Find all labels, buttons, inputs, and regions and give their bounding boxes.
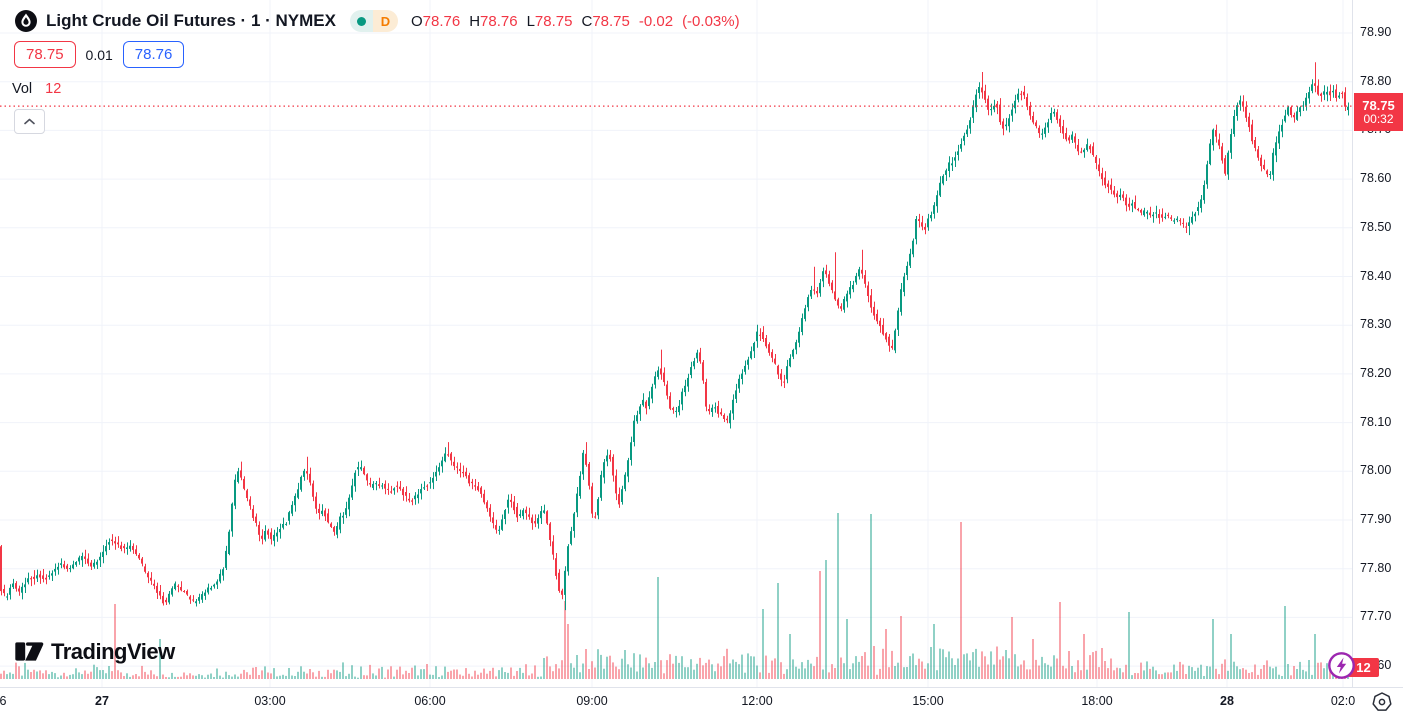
price-axis-label: 78.10 [1360,414,1392,429]
time-axis-label: 12:00 [741,694,773,708]
oil-drop-logo-icon [15,10,37,32]
volume-label: Vol [12,81,33,97]
market-status-pill[interactable]: D [349,10,398,32]
time-axis-label: 06:00 [414,694,446,708]
price-axis-label: 78.50 [1360,219,1392,234]
price-axis-label: 78.20 [1360,365,1392,380]
high-value: 78.76 [480,12,518,30]
low-value: 78.75 [534,12,573,30]
time-axis-label: 18:00 [1081,694,1113,708]
close-value: 78.75 [592,12,630,30]
chevron-up-icon [24,118,35,125]
open-value: 78.76 [422,12,461,30]
market-open-dot-icon [349,10,373,32]
candlestick-chart-pane[interactable] [0,0,1352,687]
time-axis-label: 27 [95,694,109,708]
time-axis[interactable]: 6 27 03:00 06:00 09:00 12:00 15:00 18:00 28 02:0 [0,687,1403,715]
price-axis-label: 77.70 [1360,609,1392,624]
tradingview-watermark: TradingView [12,635,175,668]
price-axis[interactable]: 78.75 00:32 78.9078.8078.7078.6078.5078.… [1352,0,1403,687]
price-axis-label: 78.30 [1360,317,1392,332]
time-axis-label: 09:00 [576,694,608,708]
time-axis-label: 02:0 [1330,694,1356,708]
price-axis-label: 77.80 [1360,560,1392,575]
price-axis-label: 78.90 [1360,25,1392,39]
last-price-value: 78.75 [1362,98,1395,113]
volume-axis-badge: 12 [1348,658,1379,677]
high-label: H [469,12,481,30]
volume-value: 12 [45,81,62,97]
tradingview-logo-icon [15,642,44,661]
price-axis-label: 78.00 [1360,463,1392,478]
change-percent: (-0.03%) [682,12,740,30]
volume-indicator-legend: Vol 12 [12,81,61,97]
price-axis-label: 78.60 [1360,171,1392,186]
time-axis-label: 15:00 [912,694,944,708]
trade-buttons: 78.75 0.01 78.76 [14,41,185,68]
axis-settings-gear-icon[interactable] [1371,691,1393,713]
ohlc-readout: O78.76 H78.76 L78.75 C78.75 -0.02 (-0.03… [411,13,749,30]
low-label: L [526,12,535,30]
time-axis-label: 6 [0,694,7,708]
spread-value: 0.01 [85,46,113,63]
price-axis-label: 78.40 [1360,268,1392,283]
time-axis-label: 03:00 [254,694,286,708]
bar-countdown: 00:32 [1363,112,1394,126]
close-label: C [581,12,593,30]
open-label: O [410,12,423,30]
symbol-legend: Light Crude Oil Futures · 1 · NYMEX D O7… [14,8,749,34]
sell-button[interactable]: 78.75 [14,41,76,68]
time-axis-label: 28 [1220,694,1234,708]
price-axis-label: 78.80 [1360,73,1392,88]
collapse-legend-button[interactable] [14,109,45,134]
change-value: -0.02 [638,12,674,30]
instant-trading-lightning-icon[interactable] [1327,651,1356,680]
price-axis-label: 77.90 [1360,512,1392,526]
buy-button[interactable]: 78.76 [122,41,185,68]
watermark-text: TradingView [51,638,175,664]
last-price-badge: 78.75 00:32 [1354,93,1403,131]
symbol-title[interactable]: Light Crude Oil Futures · 1 · NYMEX [46,11,336,30]
data-mode-badge: D [372,10,398,32]
